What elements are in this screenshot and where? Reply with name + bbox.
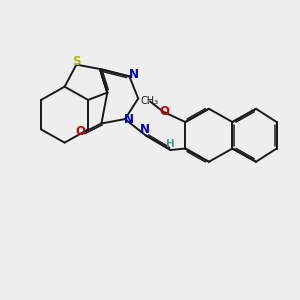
Text: O: O — [160, 105, 170, 118]
Text: N: N — [124, 112, 134, 126]
Text: CH₃: CH₃ — [141, 96, 159, 106]
Text: S: S — [72, 55, 81, 68]
Text: O: O — [75, 125, 85, 138]
Text: N: N — [128, 68, 139, 81]
Text: H: H — [166, 139, 175, 149]
Text: N: N — [140, 124, 150, 136]
